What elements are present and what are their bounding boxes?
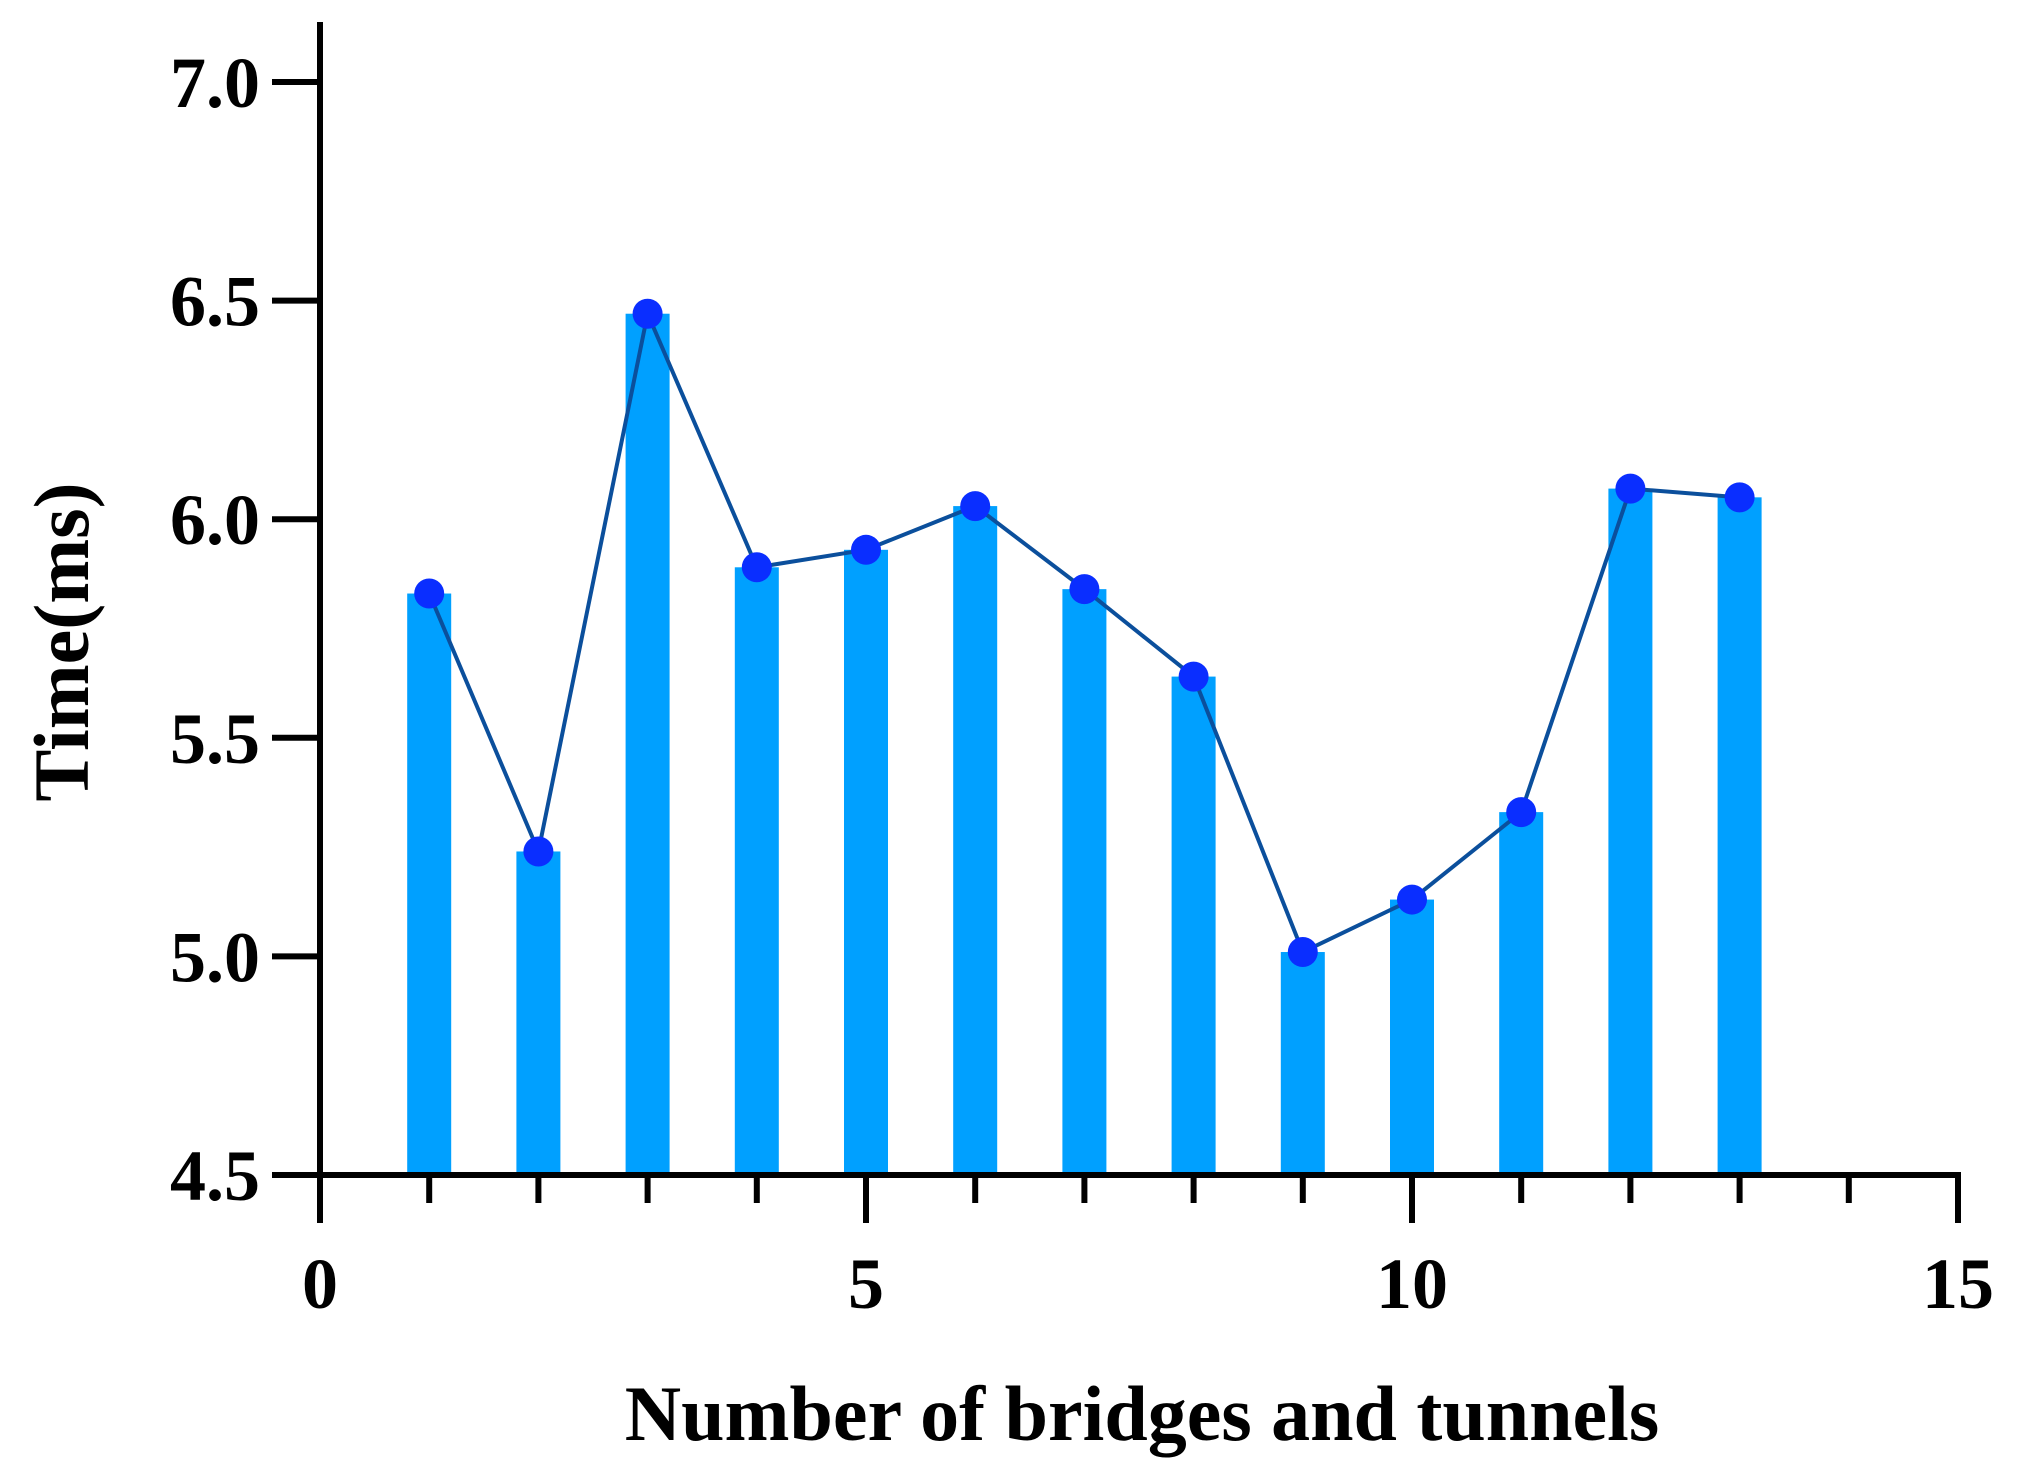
data-point [960,491,991,522]
y-tick-label: 5.5 [170,699,260,779]
bars-layer [407,313,1762,1176]
bar [1717,497,1762,1176]
bar [1062,589,1107,1175]
bar [1390,899,1434,1175]
markers-layer [414,298,1755,968]
data-point [1724,482,1755,513]
bar [625,313,670,1175]
bar [844,549,888,1175]
y-axis-title: Time(ms) [18,482,105,801]
y-tick-label: 5.0 [170,917,260,997]
bar [516,851,561,1175]
data-point [414,578,445,609]
y-tick-label: 7.0 [170,43,260,123]
x-tick-label: 0 [302,1244,338,1324]
bar [953,506,998,1176]
data-point [632,298,663,329]
labels-layer: 4.5 5.0 5.5 6.0 6.5 7.0 0 5 10 15 [170,43,1994,1324]
x-axis-title: Number of bridges and tunnels [625,1370,1659,1457]
data-point [1615,473,1646,504]
y-tick-label: 6.0 [170,480,260,560]
y-tick-label: 4.5 [170,1136,260,1216]
data-point [851,534,881,565]
bar [734,567,779,1175]
x-tick-label: 10 [1376,1244,1448,1324]
bar [1499,812,1544,1175]
y-tick-label: 6.5 [170,262,260,342]
bar [1280,952,1325,1175]
data-point [1506,797,1537,828]
data-point [523,836,554,867]
bar [407,593,452,1175]
data-point [1069,574,1100,605]
bar [1608,488,1653,1175]
axes-layer [272,22,1961,1223]
data-point [1287,937,1318,968]
data-point [1178,661,1209,692]
x-tick-label: 5 [848,1244,884,1324]
data-point [741,552,772,583]
x-tick-label: 15 [1922,1244,1994,1324]
data-point [1397,884,1427,915]
bar [1171,676,1216,1175]
